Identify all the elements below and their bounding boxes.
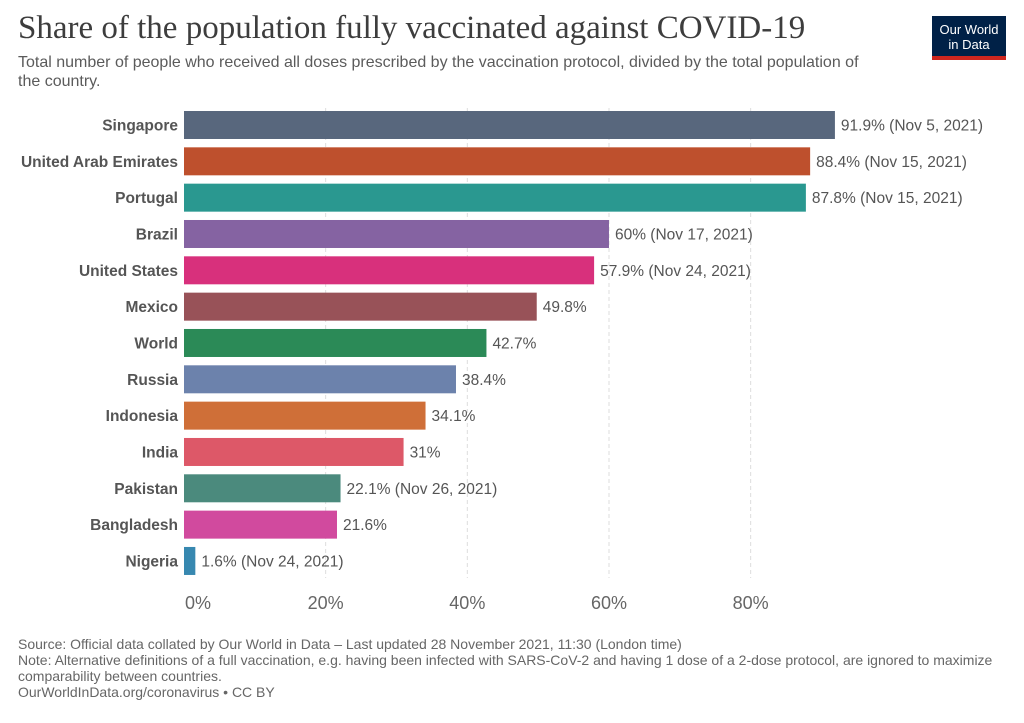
value-label: 31%	[410, 444, 441, 461]
bar	[184, 546, 196, 575]
footer: Source: Official data collated by Our Wo…	[18, 636, 1008, 700]
category-label: Bangladesh	[90, 517, 178, 534]
chart-title: Share of the population fully vaccinated…	[18, 10, 806, 46]
x-tick-label: 60%	[591, 593, 627, 613]
x-tick-label: 20%	[308, 593, 344, 613]
value-label: 88.4% (Nov 15, 2021)	[816, 154, 967, 171]
bar	[184, 401, 426, 430]
bar	[184, 437, 404, 466]
bar	[184, 510, 337, 539]
category-label: Singapore	[102, 118, 178, 135]
value-label: 34.1%	[432, 408, 476, 425]
category-label: Russia	[127, 372, 178, 389]
bar	[184, 328, 487, 357]
logo-line-1: Our World	[939, 22, 999, 37]
category-label: Indonesia	[106, 408, 179, 425]
category-label: Mexico	[125, 299, 178, 316]
value-label: 91.9% (Nov 5, 2021)	[841, 118, 983, 135]
value-label: 60% (Nov 17, 2021)	[615, 226, 753, 243]
bar-chart: 0% 20% 40% 60% 80% Singapore 91.9% (Nov 5, 202…	[21, 108, 983, 613]
x-tick-label: 0%	[185, 593, 211, 613]
source-link[interactable]: OurWorldInData.org/coronavirus • CC BY	[18, 684, 275, 700]
bar	[184, 111, 835, 139]
category-label: United Arab Emirates	[21, 154, 178, 171]
chart-subtitle: Total number of people who received all …	[18, 54, 859, 90]
bar	[184, 292, 537, 321]
source-note: Source: Official data collated by Our Wo…	[18, 636, 682, 652]
bar	[184, 183, 806, 212]
value-label: 1.6% (Nov 24, 2021)	[201, 553, 343, 570]
category-label: Pakistan	[114, 481, 178, 498]
definition-note: Note: Alternative definitions of a full …	[18, 652, 993, 684]
bar	[184, 256, 595, 285]
value-label: 57.9% (Nov 24, 2021)	[600, 263, 751, 280]
value-label: 49.8%	[543, 299, 587, 316]
value-label: 42.7%	[492, 335, 536, 352]
owid-logo[interactable]: Our World in Data	[932, 16, 1006, 60]
category-label: Nigeria	[125, 553, 178, 570]
value-label: 87.8% (Nov 15, 2021)	[812, 190, 963, 207]
category-label: Portugal	[115, 190, 178, 207]
value-label: 38.4%	[462, 372, 506, 389]
category-label: Brazil	[136, 226, 178, 243]
bar	[184, 147, 811, 176]
category-label: United States	[79, 263, 178, 280]
value-label: 22.1% (Nov 26, 2021)	[347, 481, 498, 498]
value-label: 21.6%	[343, 517, 387, 534]
logo-line-2: in Data	[948, 37, 990, 52]
bar	[184, 365, 456, 394]
x-tick-label: 40%	[449, 593, 485, 613]
bar	[184, 219, 609, 248]
x-tick-label: 80%	[733, 593, 769, 613]
bar	[184, 474, 341, 503]
category-label: World	[134, 335, 178, 352]
category-label: India	[142, 444, 179, 461]
